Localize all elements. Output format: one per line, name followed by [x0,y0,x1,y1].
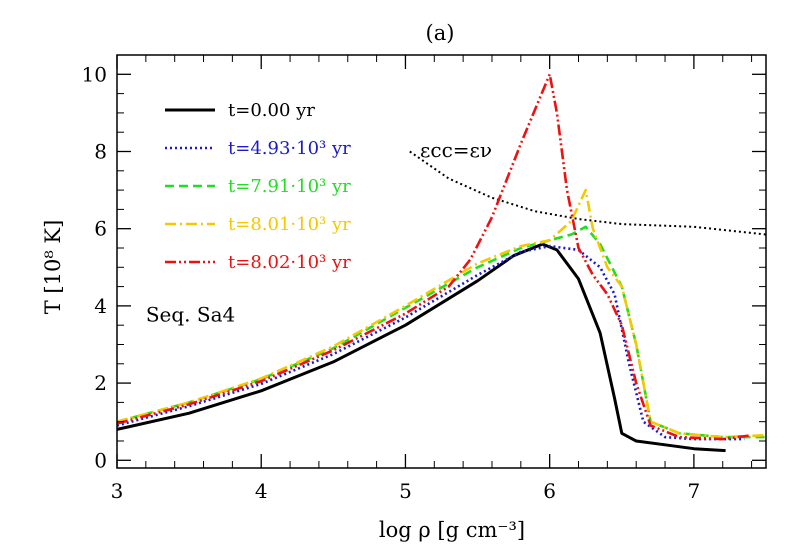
y-tick-label: 10 [82,62,107,86]
legend-label: t=8.01·10³ yr [228,214,351,235]
plot-frame [116,54,767,469]
x-tick-label: 3 [111,479,124,503]
y-tick-label: 4 [94,294,107,318]
y-tick-label: 8 [94,139,107,163]
y-tick-label: 0 [94,448,107,472]
x-tick-label: 4 [255,479,268,503]
chart-title: (a) [426,21,455,45]
series-line [116,73,752,441]
y-axis-title: T [10⁸ K] [41,220,65,315]
x-axis-title: log ρ [g cm⁻³] [379,518,525,542]
axes: 3 4 5 6 7 0 2 4 6 8 10 [82,54,767,503]
x-tick-label: 5 [399,479,412,503]
series-line [116,244,745,441]
legend-label: t=8.02·10³ yr [228,252,351,273]
series-line [116,242,726,453]
x-tick-label: 6 [543,479,556,503]
reference-line-label: εcc=εν [420,138,492,162]
series-line [116,188,767,439]
y-tick-label: 6 [94,217,107,241]
plot-area [116,73,767,453]
legend: t=0.00 yr t=4.93·10³ yr t=7.91·10³ yr t=8.0… [165,100,351,273]
sequence-annotation: Seq. Sa4 [146,302,235,326]
legend-label: t=7.91·10³ yr [228,176,351,197]
legend-label: t=0.00 yr [228,100,315,121]
x-tick-label: 7 [688,479,701,503]
reference-line [409,150,767,236]
y-tick-label: 2 [94,371,107,395]
series-line [116,225,766,439]
legend-label: t=4.93·10³ yr [228,138,351,159]
